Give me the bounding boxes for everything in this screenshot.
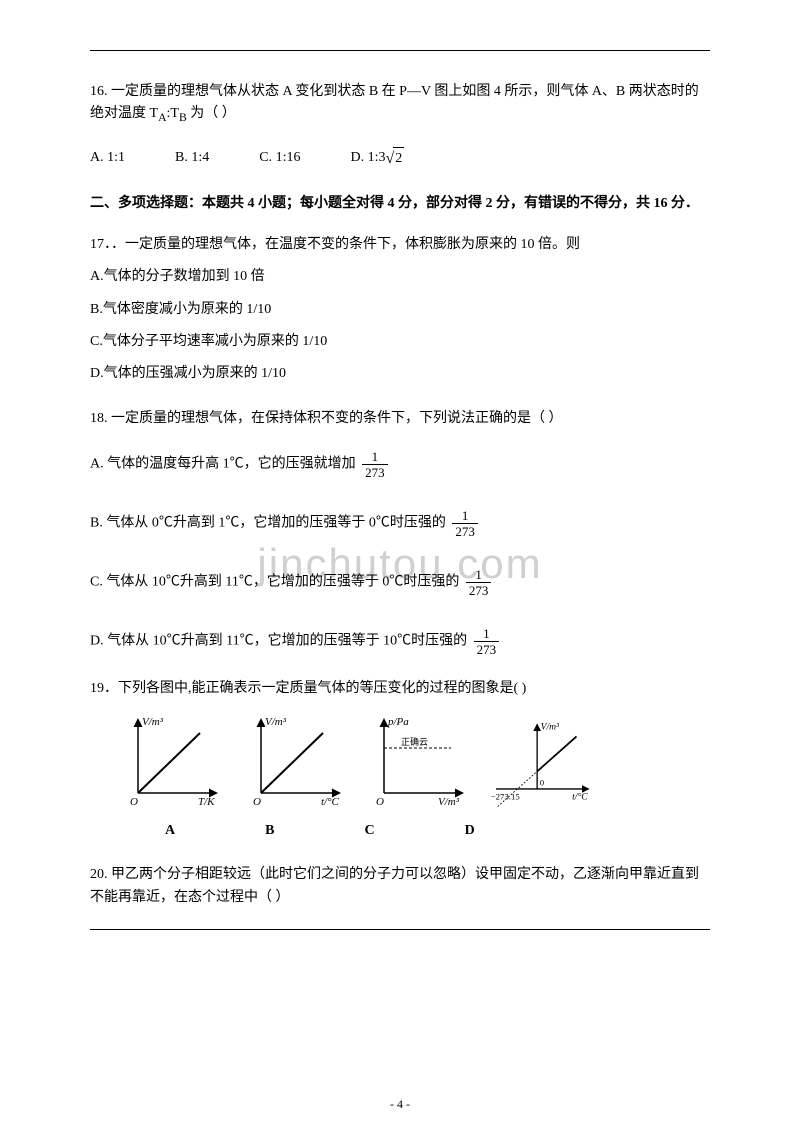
graph-d-svg: V/m³ 0 −273.15 t/°C bbox=[489, 713, 594, 808]
q18-text: 18. 一定质量的理想气体，在保持体积不变的条件下，下列说法正确的是（ ） bbox=[90, 408, 710, 430]
question-19: 19．下列各图中,能正确表示一定质量气体的等压变化的过程的图象是( ) V/m³… bbox=[90, 678, 710, 842]
page-content: 16. 一定质量的理想气体从状态 A 变化到状态 B 在 P—V 图上如图 4 … bbox=[90, 50, 710, 930]
svg-text:t/°C: t/°C bbox=[321, 796, 340, 808]
q16-opt-c: C. 1:16 bbox=[259, 146, 300, 172]
label-a: A bbox=[165, 820, 175, 842]
svg-text:−273.15: −273.15 bbox=[491, 791, 521, 801]
q16-options: A. 1:1 B. 1:4 C. 1:16 D. 1:3√2 bbox=[90, 146, 710, 172]
q19-text: 19．下列各图中,能正确表示一定质量气体的等压变化的过程的图象是( ) bbox=[90, 678, 710, 700]
question-16: 16. 一定质量的理想气体从状态 A 变化到状态 B 在 P—V 图上如图 4 … bbox=[90, 81, 710, 171]
q17-text: 17．．一定质量的理想气体，在温度不变的条件下，体积膨胀为原来的 10 倍。则 bbox=[90, 234, 710, 256]
q18-d-pre: D. 气体从 10℃升高到 11℃，它增加的压强等于 10℃时压强的 bbox=[90, 634, 467, 649]
q16-optd-rad: 2 bbox=[393, 147, 404, 170]
q17-opt-a: A.气体的分子数增加到 10 倍 bbox=[90, 266, 710, 288]
q17-opt-c: C.气体分子平均速率减小为原来的 1/10 bbox=[90, 331, 710, 353]
svg-text:V/m³: V/m³ bbox=[142, 716, 164, 728]
q18-opt-a: A. 气体的温度每升高 1℃，它的压强就增加 1 273 bbox=[90, 450, 710, 479]
q16-opt-a: A. 1:1 bbox=[90, 146, 125, 172]
svg-text:V/m³: V/m³ bbox=[265, 716, 287, 728]
q17-opt-d: D.气体的压强减小为原来的 1/10 bbox=[90, 363, 710, 385]
q18-c-frac: 1 273 bbox=[466, 568, 492, 597]
q16-optd-prefix: D. 1: bbox=[350, 147, 378, 169]
q18-c-pre: C. 气体从 10℃升高到 11℃，它增加的压强等于 0℃时压强的 bbox=[90, 575, 459, 590]
graph-b: V/m³ O t/°C bbox=[243, 713, 348, 816]
svg-text:t/°C: t/°C bbox=[572, 791, 588, 802]
q18-a-frac: 1 273 bbox=[362, 450, 388, 479]
q16-opt-b: B. 1:4 bbox=[175, 146, 209, 172]
q19-graph-labels: A B C D bbox=[165, 820, 710, 842]
label-b: B bbox=[265, 820, 274, 842]
q16-sub2: B bbox=[179, 111, 187, 124]
label-c: C bbox=[364, 820, 374, 842]
q18-b-frac: 1 273 bbox=[452, 509, 478, 538]
graph-a-svg: V/m³ O T/K bbox=[120, 713, 225, 808]
graph-d: V/m³ 0 −273.15 t/°C bbox=[489, 713, 594, 816]
svg-text:V/m³: V/m³ bbox=[541, 721, 559, 732]
question-18: 18. 一定质量的理想气体，在保持体积不变的条件下，下列说法正确的是（ ） A.… bbox=[90, 408, 710, 656]
graph-b-svg: V/m³ O t/°C bbox=[243, 713, 348, 808]
svg-text:O: O bbox=[376, 796, 384, 808]
svg-text:T/K: T/K bbox=[198, 796, 215, 808]
q18-opt-d: D. 气体从 10℃升高到 11℃，它增加的压强等于 10℃时压强的 1 273 bbox=[90, 627, 710, 656]
svg-text:p/Pa: p/Pa bbox=[387, 716, 409, 728]
q16-opt-d: D. 1:3√2 bbox=[350, 146, 404, 172]
svg-text:正确云: 正确云 bbox=[401, 736, 428, 747]
svg-text:0: 0 bbox=[540, 777, 545, 787]
q16-colon: :T bbox=[166, 106, 178, 121]
question-20: 20. 甲乙两个分子相距较远（此时它们之间的分子力可以忽略）设甲固定不动，乙逐渐… bbox=[90, 864, 710, 909]
svg-text:O: O bbox=[253, 796, 261, 808]
q18-opt-c: C. 气体从 10℃升高到 11℃，它增加的压强等于 0℃时压强的 1 273 bbox=[90, 568, 710, 597]
q16-tail: 为（ ） bbox=[187, 106, 236, 121]
graph-c-svg: 正确云 p/Pa O V/m³ bbox=[366, 713, 471, 808]
section-2-header: 二、多项选择题：本题共 4 小题；每小题全对得 4 分，部分对得 2 分，有错误… bbox=[90, 193, 710, 215]
graph-c: 正确云 p/Pa O V/m³ bbox=[366, 713, 471, 816]
svg-text:V/m³: V/m³ bbox=[438, 796, 460, 808]
top-rule bbox=[90, 50, 710, 51]
q18-d-frac: 1 273 bbox=[474, 627, 500, 656]
q18-a-pre: A. 气体的温度每升高 1℃，它的压强就增加 bbox=[90, 457, 356, 472]
page-number: - 4 - bbox=[390, 1095, 410, 1114]
q18-opt-b: B. 气体从 0℃升高到 1℃，它增加的压强等于 0℃时压强的 1 273 bbox=[90, 509, 710, 538]
q19-graphs: V/m³ O T/K V/m³ O t/°C bbox=[120, 713, 710, 816]
label-d: D bbox=[465, 820, 475, 842]
bottom-rule bbox=[90, 929, 710, 930]
q16-optd-coef: 3 bbox=[378, 147, 385, 169]
graph-a: V/m³ O T/K bbox=[120, 713, 225, 816]
q18-b-pre: B. 气体从 0℃升高到 1℃，它增加的压强等于 0℃时压强的 bbox=[90, 516, 446, 531]
svg-text:O: O bbox=[130, 796, 138, 808]
question-17: 17．．一定质量的理想气体，在温度不变的条件下，体积膨胀为原来的 10 倍。则 … bbox=[90, 234, 710, 386]
q17-opt-b: B.气体密度减小为原来的 1/10 bbox=[90, 299, 710, 321]
q20-text: 20. 甲乙两个分子相距较远（此时它们之间的分子力可以忽略）设甲固定不动，乙逐渐… bbox=[90, 867, 699, 904]
